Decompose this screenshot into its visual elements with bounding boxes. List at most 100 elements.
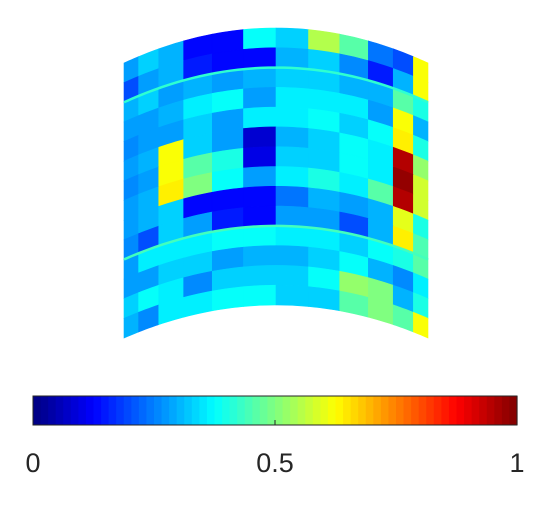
colorbar-segment <box>184 396 193 425</box>
colorbar-segment <box>365 396 374 425</box>
colorbar-segment <box>275 396 284 425</box>
heatmap-cell <box>308 286 341 312</box>
colorbar-segment <box>471 396 480 425</box>
colorbar-segment <box>146 396 155 425</box>
colorbar-tick-label: 0.5 <box>256 448 294 478</box>
heatmap-cell <box>243 284 277 307</box>
colorbar-tick-label: 1 <box>509 448 524 478</box>
colorbar-segment <box>55 396 64 425</box>
heatmap-cell <box>211 286 244 312</box>
curved-heatmap-surface <box>123 27 429 339</box>
colorbar-segment <box>40 396 49 425</box>
colorbar-segment <box>509 396 518 425</box>
colorbar-segment <box>154 396 163 425</box>
heatmap-cell <box>275 106 309 129</box>
colorbar-segment <box>297 396 306 425</box>
colorbar-segment <box>229 396 238 425</box>
colorbar-segment <box>206 396 216 425</box>
colorbar-segment <box>108 396 117 425</box>
colorbar-segment <box>290 396 299 425</box>
surface-seam <box>123 66 429 104</box>
colorbar-ticks: 0 0.5 1 <box>25 420 525 478</box>
colorbar-segment <box>494 396 503 425</box>
colorbar-segment <box>48 396 57 425</box>
colorbar-segment <box>350 396 359 425</box>
heatmap-cell <box>275 265 309 288</box>
colorbar-segment <box>380 396 390 425</box>
colorbar-segment <box>373 396 382 425</box>
colorbar-segment <box>244 396 253 425</box>
colorbar-segment <box>78 396 87 425</box>
colorbar-segment <box>101 396 110 425</box>
colorbar-segment <box>396 396 405 425</box>
colorbar-segment <box>312 396 321 425</box>
heatmap-cell <box>275 27 309 50</box>
colorbar-segment <box>123 396 132 425</box>
colorbar-segment <box>176 396 185 425</box>
colorbar-segment <box>70 396 79 425</box>
colorbar-segment <box>93 396 102 425</box>
colorbar-gradient <box>33 396 518 425</box>
colorbar-segment <box>282 396 291 425</box>
colorbar-segment <box>479 396 488 425</box>
heatmap-cell <box>243 265 277 288</box>
colorbar-segment <box>305 396 314 425</box>
heatmap-cell <box>275 126 309 149</box>
heatmap-cell <box>243 185 277 208</box>
colorbar-segment <box>358 396 367 425</box>
heatmap-cell <box>275 225 309 248</box>
colorbar-segment <box>131 396 140 425</box>
colorbar-segment <box>259 396 269 425</box>
colorbar-segment <box>418 396 427 425</box>
heatmap-cell <box>243 225 277 248</box>
heatmap-cell <box>243 205 277 228</box>
heatmap-cell <box>275 47 309 70</box>
colorbar-segment <box>456 396 465 425</box>
colorbar-segment <box>169 396 178 425</box>
heatmap-cell <box>243 47 277 70</box>
heatmap-cell <box>275 67 309 90</box>
colorbar-segment <box>161 396 170 425</box>
heatmap-cell <box>243 87 277 110</box>
colorbar-segment <box>199 396 208 425</box>
heatmap-cell <box>243 27 277 50</box>
heatmap-cell <box>243 126 277 149</box>
colorbar-segment <box>267 396 276 425</box>
colorbar-segment <box>320 396 329 425</box>
colorbar-segment <box>191 396 200 425</box>
heatmap-cell <box>275 146 309 169</box>
colorbar-segment <box>441 396 450 425</box>
heatmap-cell <box>275 87 309 110</box>
heatmap-cell <box>243 245 277 268</box>
colorbar-segment <box>343 396 352 425</box>
heatmap-cell <box>243 146 277 169</box>
colorbar-segment <box>486 396 495 425</box>
heatmap-cell <box>243 106 277 129</box>
colorbar-segment <box>85 396 95 425</box>
heatmap-cell <box>243 166 277 189</box>
surface-seam <box>123 224 429 261</box>
heatmap-cell <box>275 284 309 307</box>
heatmap-cell <box>275 205 309 228</box>
colorbar-segment <box>63 396 72 425</box>
heatmap-cell <box>275 245 309 268</box>
colorbar-segment <box>252 396 261 425</box>
heatmap-cell <box>275 185 309 208</box>
colorbar-segment <box>464 396 473 425</box>
colorbar-segment <box>411 396 420 425</box>
colorbar-segment <box>237 396 246 425</box>
colorbar-segment <box>433 396 442 425</box>
colorbar: 0 0.5 1 <box>25 395 525 478</box>
colorbar-segment <box>501 396 511 425</box>
colorbar-segment <box>222 396 231 425</box>
colorbar-tick-label: 0 <box>25 448 40 478</box>
colorbar-segment <box>388 396 397 425</box>
colorbar-segment <box>33 396 42 425</box>
colorbar-segment <box>327 396 337 425</box>
colorbar-segment <box>448 396 458 425</box>
colorbar-segment <box>426 396 435 425</box>
heatmap-cell <box>275 166 309 189</box>
colorbar-segment <box>138 396 148 425</box>
heatmap-cell <box>413 311 429 339</box>
